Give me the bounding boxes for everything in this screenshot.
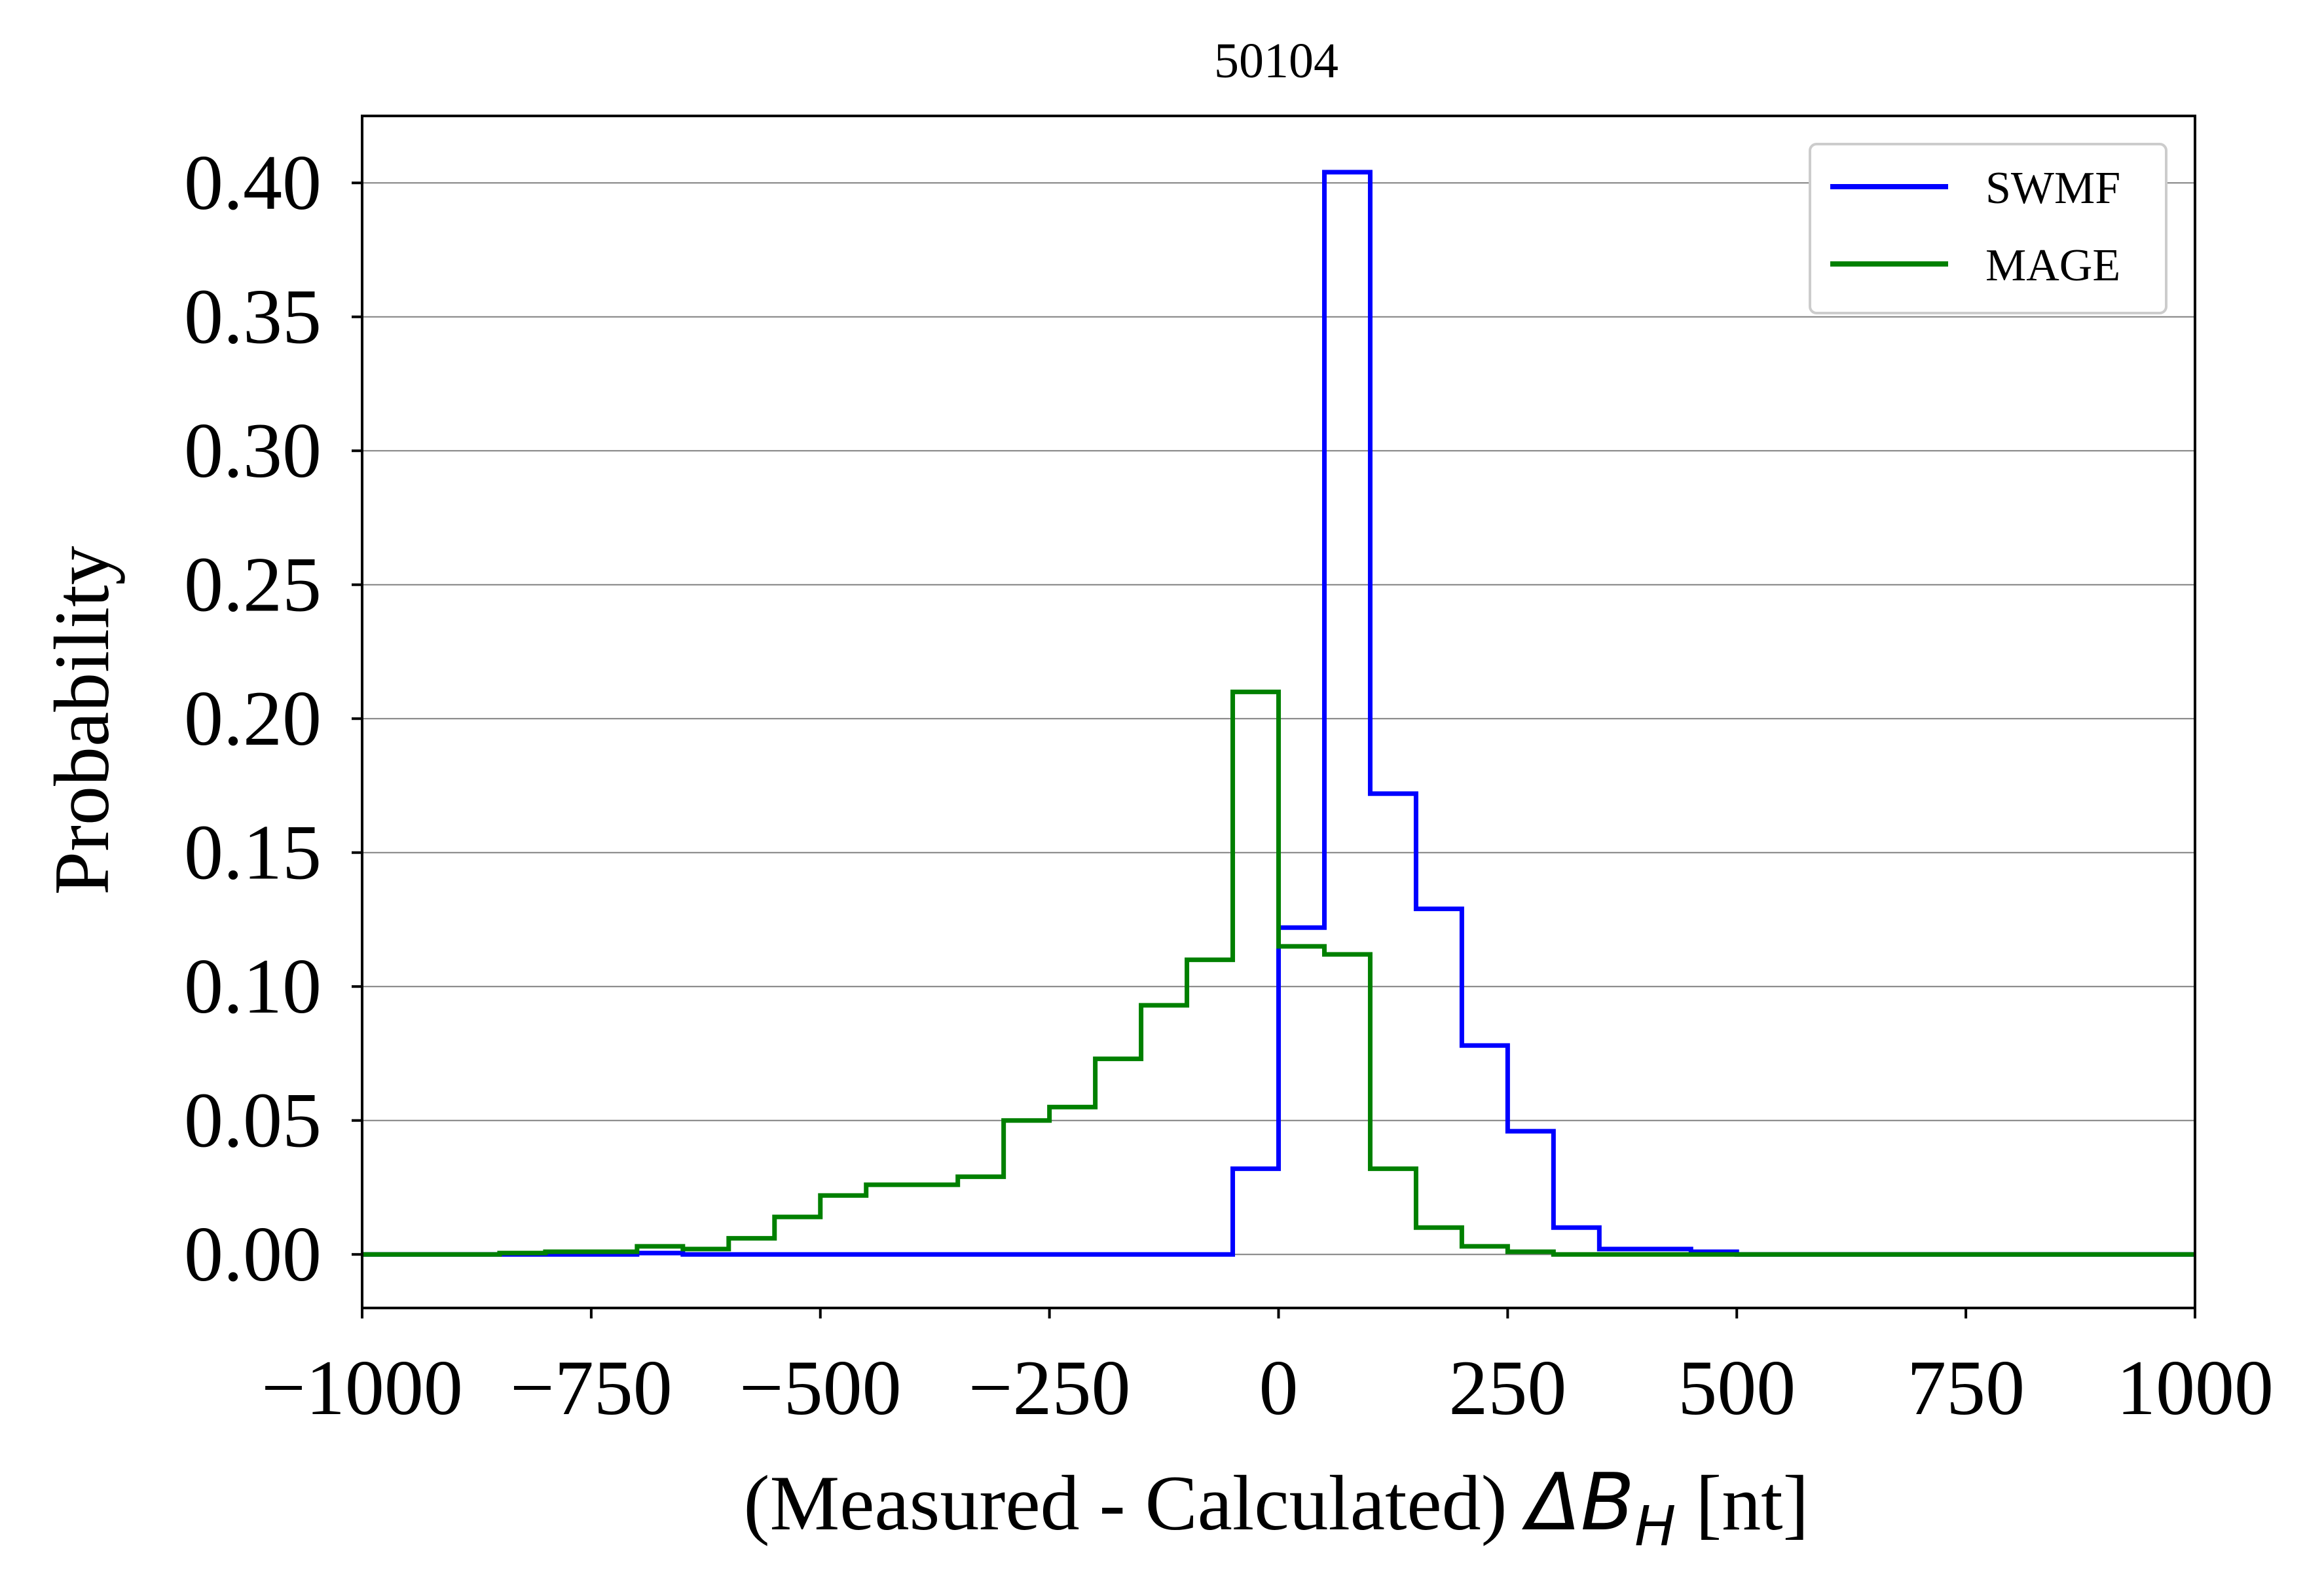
x-tick-label: 500 bbox=[1678, 1344, 1796, 1431]
y-tick-label: 0.35 bbox=[184, 273, 322, 360]
y-tick-label: 0.40 bbox=[184, 139, 322, 226]
series-mage-step-line bbox=[362, 689, 2195, 1257]
series-layer bbox=[362, 170, 2195, 1257]
y-tick-label: 0.15 bbox=[184, 809, 322, 896]
y-tick-label: 0.10 bbox=[184, 943, 322, 1030]
legend-label-swmf: SWMF bbox=[1985, 163, 2120, 214]
x-tick-label: 0 bbox=[1259, 1344, 1299, 1431]
x-tick-label: −1000 bbox=[261, 1344, 463, 1431]
y-tick-label: 0.30 bbox=[184, 407, 322, 494]
x-axis-label-subscript: H bbox=[1634, 1494, 1676, 1558]
x-tick-label: 1000 bbox=[2116, 1344, 2274, 1431]
x-tick-label: 250 bbox=[1448, 1344, 1566, 1431]
y-tick-label: 0.05 bbox=[184, 1077, 322, 1164]
x-axis-label-unit: [nt] bbox=[1676, 1459, 1809, 1546]
y-tick-label: 0.25 bbox=[184, 541, 322, 628]
x-axis-label: (Measured - Calculated) ΔBH [nt] bbox=[744, 1457, 1809, 1558]
x-tick-label: 750 bbox=[1907, 1344, 2025, 1431]
y-tick-label: 0.00 bbox=[184, 1210, 322, 1298]
x-tick-label: −750 bbox=[510, 1344, 673, 1431]
chart-title: 50104 bbox=[1214, 33, 1338, 88]
x-tick-label: −500 bbox=[739, 1344, 902, 1431]
axis-ticks: 0.00 0.05 0.10 0.15 0.20 0.25 0.30 0.35 0.40 −100… bbox=[184, 139, 2274, 1431]
y-axis-label: Probability bbox=[38, 546, 125, 895]
legend-label-mage: MAGE bbox=[1985, 240, 2120, 291]
y-tick-label: 0.20 bbox=[184, 675, 322, 762]
legend: SWMF MAGE bbox=[1809, 143, 2167, 314]
x-axis-label-math: ΔB bbox=[1522, 1457, 1634, 1548]
x-tick-label: −250 bbox=[968, 1344, 1131, 1431]
x-axis-label-text: (Measured - Calculated) bbox=[744, 1459, 1527, 1546]
